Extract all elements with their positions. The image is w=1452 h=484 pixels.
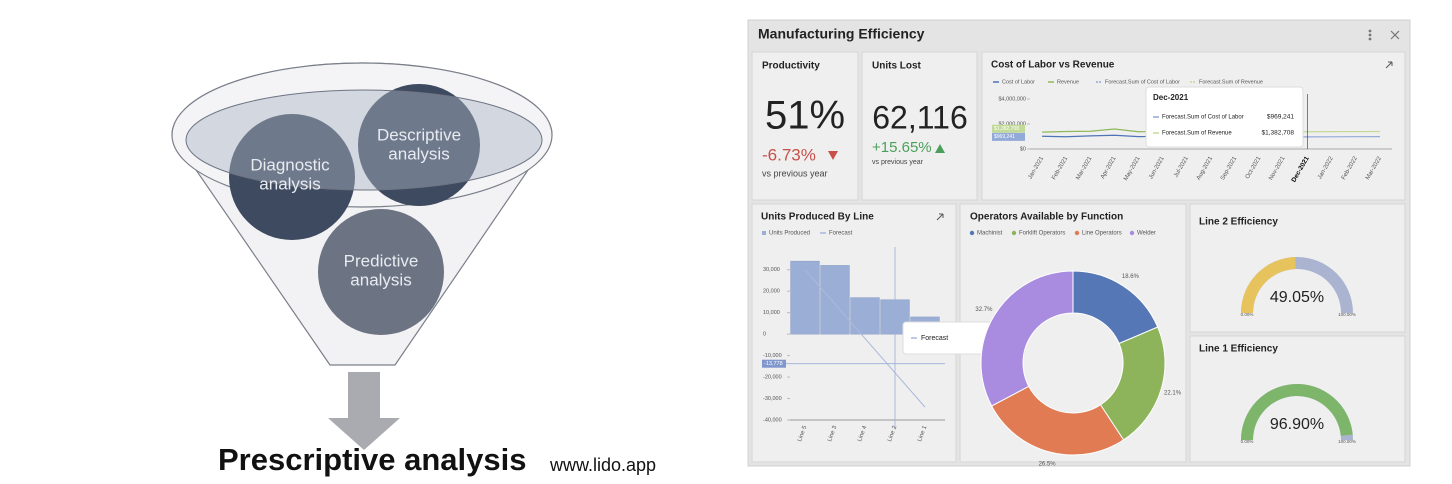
expand-icon[interactable] <box>936 213 944 221</box>
y-tick-label: 30,000 <box>763 267 780 273</box>
legend-swatch <box>969 230 975 236</box>
kpi-title: Productivity <box>762 61 820 72</box>
axis-highlight <box>992 132 1025 141</box>
legend-swatch <box>762 231 766 235</box>
y-tick-label: $4,000,000 <box>998 96 1026 102</box>
up-arrow <box>935 144 945 153</box>
circle <box>318 209 444 335</box>
chart-title: Cost of Labor vs Revenue <box>991 60 1115 71</box>
legend-label: Forklift Operators <box>1019 231 1065 237</box>
gauge-value <box>1241 257 1296 313</box>
y-tick-label: $2,000,000 <box>998 121 1026 127</box>
funnel-inner <box>185 89 543 191</box>
gauge-tick-label: 0.00% <box>1241 439 1254 444</box>
kpi-value: 62,116 <box>872 99 968 135</box>
tile <box>751 51 859 201</box>
y-tick-label: 10,000 <box>763 310 780 316</box>
x-tick-label: Line 5 <box>797 425 808 443</box>
tooltip-name: Forecast.Sum of Cost of Labor <box>1162 115 1244 121</box>
arrow <box>328 372 400 450</box>
legend-label: Machinist <box>977 231 1003 237</box>
circle-label: Diagnostic <box>250 155 330 174</box>
circle-label: analysis <box>259 174 320 193</box>
y-tick-label: 20,000 <box>763 289 780 295</box>
chart-title: Line 2 Efficiency <box>1199 217 1278 228</box>
chart-title: Operators Available by Function <box>970 212 1123 223</box>
tooltip-name: Forecast <box>921 335 948 342</box>
bar <box>790 260 820 335</box>
chart-title: Line 1 Efficiency <box>1199 344 1278 355</box>
axis-highlight <box>762 359 786 368</box>
data-label: 22.1% <box>1164 391 1182 397</box>
circle <box>229 114 355 240</box>
legend-label: Forecast <box>829 231 853 237</box>
y-tick-label: -30,000 <box>763 396 782 402</box>
y-tick-label: 0 <box>763 332 766 338</box>
legend-label: Revenue <box>1057 79 1079 85</box>
legend-swatch <box>1011 230 1017 236</box>
circle-label: Predictive <box>344 251 419 270</box>
y-tick-label: $0 <box>1020 146 1026 152</box>
bar <box>820 265 850 335</box>
circle-label: analysis <box>388 144 449 163</box>
funnel: Diagnostic analysis Descriptive analysis… <box>171 62 656 477</box>
slice <box>980 270 1074 407</box>
down-arrow <box>828 151 838 160</box>
data-label: 26.5% <box>1039 461 1057 467</box>
axis-highlight-label: $969,241 <box>994 134 1015 140</box>
tooltip-value: $1,382,708 <box>1261 130 1294 137</box>
tile <box>861 51 978 201</box>
legend-label: Forecast.Sum of Cost of Labor <box>1105 79 1180 85</box>
y-tick-label: -10,000 <box>763 353 782 359</box>
circle-label: analysis <box>350 270 411 289</box>
gauge-value-label: 49.05% <box>1270 289 1324 306</box>
legend-swatch <box>1074 230 1080 236</box>
data-label: 18.6% <box>1122 274 1140 280</box>
legend-label: Line Operators <box>1082 231 1122 237</box>
kpi-note: vs previous year <box>872 159 924 166</box>
legend-swatch <box>1129 230 1135 236</box>
result-label: Prescriptive analysis <box>218 442 526 477</box>
kpi-value: 51% <box>765 94 845 138</box>
legend-label: Welder <box>1137 231 1156 237</box>
slice <box>990 385 1125 456</box>
gauge-tick-label: 100.00% <box>1338 439 1356 444</box>
gauge-value <box>1241 383 1353 440</box>
y-tick-label: -40,000 <box>763 417 782 423</box>
legend-label: Units Produced <box>769 231 810 237</box>
kpi-change: +15.65% <box>872 139 932 156</box>
tooltip-name: Forecast.Sum of Revenue <box>1162 131 1232 137</box>
tooltip-value: $969,241 <box>1267 114 1294 121</box>
gauge-tick-label: 100.00% <box>1338 312 1356 317</box>
window-icons[interactable] <box>1368 29 1400 41</box>
circle <box>358 84 480 206</box>
x-tick-label: Line 1 <box>917 425 928 443</box>
tile <box>1189 335 1406 463</box>
x-tick-label: Line 2 <box>887 425 898 443</box>
legend-label: Forecast.Sum of Revenue <box>1199 79 1263 85</box>
data-label: 32.7% <box>975 307 993 313</box>
dashboard-title: Manufacturing Efficiency <box>758 26 925 42</box>
circle-label: Descriptive <box>377 125 461 144</box>
kpi-note: vs previous year <box>762 168 828 178</box>
chart-title: Units Produced By Line <box>761 212 874 223</box>
legend-label: Cost of Labor <box>1002 79 1035 85</box>
series-line <box>804 269 926 408</box>
kpi-title: Units Lost <box>872 61 922 72</box>
gauge-value-label: 96.90% <box>1270 416 1324 433</box>
axis-highlight-label: -13,778 <box>764 361 783 367</box>
kpi-change: -6.73% <box>762 145 816 164</box>
tooltip <box>1145 86 1304 148</box>
x-tick-label: Line 3 <box>827 425 838 443</box>
bar <box>850 297 880 335</box>
source: www.lido.app <box>549 455 656 475</box>
axis-highlight-label: $1,382,708 <box>994 126 1019 132</box>
gauge-tick-label: 0.00% <box>1241 312 1254 317</box>
expand-icon[interactable] <box>1385 61 1393 69</box>
tooltip-title: Dec-2021 <box>1153 93 1189 102</box>
x-tick-label: Line 4 <box>857 425 868 443</box>
y-tick-label: -20,000 <box>763 375 782 381</box>
axis-highlight <box>992 124 1025 133</box>
